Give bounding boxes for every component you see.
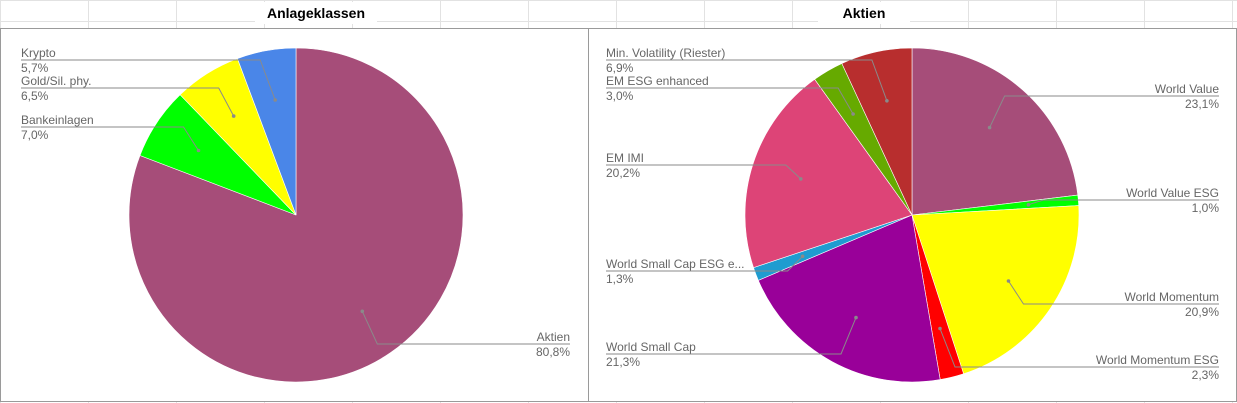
leader-dot-world-small-cap <box>854 315 858 320</box>
slice-value-aktien: 80,8% <box>536 345 570 359</box>
slice-value-em-esg-enhanced: 3,0% <box>606 89 634 103</box>
slice-label-world-value-esg: World Value ESG <box>1126 186 1219 200</box>
slice-value-bankeinlagen: 7,0% <box>21 128 49 142</box>
leader-line-bankeinlagen <box>21 126 199 151</box>
slice-label-gold-sil-phy: Gold/Sil. phy. <box>21 74 91 88</box>
leader-line-min-volatility-riester <box>606 59 888 101</box>
slice-value-world-small-cap-esg-e: 1,3% <box>606 272 634 286</box>
leader-dot-world-small-cap-esg-e <box>800 254 805 259</box>
slice-value-world-value: 23,1% <box>1185 97 1219 111</box>
leader-line-gold-sil-phy <box>21 87 235 117</box>
pie-slice-world-small-cap[interactable] <box>757 214 941 383</box>
leader-dot-bankeinlagen <box>196 148 201 153</box>
leader-line-krypto <box>21 59 276 101</box>
leader-dot-world-momentum-esg <box>938 326 942 331</box>
pie-slice-krypto[interactable] <box>237 47 297 216</box>
slice-label-krypto: Krypto <box>21 46 56 60</box>
slice-value-world-momentum: 20,9% <box>1185 305 1219 319</box>
leader-dot-world-value <box>987 125 992 130</box>
leader-line-em-esg-enhanced <box>606 87 854 115</box>
leader-dot-krypto <box>273 98 278 102</box>
slice-value-world-momentum-esg: 2,3% <box>1192 368 1220 382</box>
leader-dot-world-momentum <box>1006 279 1011 283</box>
leader-line-world-momentum <box>1008 280 1219 305</box>
leader-line-aktien <box>361 311 570 345</box>
leader-line-world-small-cap-esg-e <box>606 255 803 272</box>
slice-value-world-small-cap: 21,3% <box>606 355 640 369</box>
slice-label-em-imi: EM IMI <box>606 151 644 165</box>
chart-title-anlageklassen: Anlageklassen <box>255 2 377 24</box>
slice-value-krypto: 5,7% <box>21 61 49 75</box>
leader-dot-em-imi <box>799 177 803 181</box>
slice-value-em-imi: 20,2% <box>606 166 640 180</box>
chart-title-aktien: Aktien <box>818 2 910 24</box>
slice-label-aktien: Aktien <box>537 330 570 344</box>
slice-value-gold-sil-phy: 6,5% <box>21 89 49 103</box>
slice-value-min-volatility-riester: 6,9% <box>606 61 634 75</box>
slice-label-world-small-cap-esg-e: World Small Cap ESG e... <box>606 257 745 271</box>
slice-label-world-small-cap: World Small Cap <box>606 340 696 354</box>
slice-value-world-value-esg: 1,0% <box>1192 201 1220 215</box>
leader-dot-aktien <box>360 309 365 314</box>
leader-dot-world-value-esg <box>1026 202 1031 207</box>
slice-label-world-value: World Value <box>1155 82 1220 96</box>
leader-dot-gold-sil-phy <box>231 114 236 118</box>
slice-label-bankeinlagen: Bankeinlagen <box>21 113 94 127</box>
leader-dot-em-esg-enhanced <box>851 112 855 116</box>
pie-slice-world-momentum[interactable] <box>911 205 1080 375</box>
pie-slice-em-imi[interactable] <box>744 78 913 268</box>
slice-label-world-momentum: World Momentum <box>1125 290 1219 304</box>
leader-line-world-value <box>989 95 1219 128</box>
leader-line-world-momentum-esg <box>939 328 1219 368</box>
pie-slice-world-value[interactable] <box>911 47 1079 216</box>
pie-slice-min-volatility-riester[interactable] <box>841 47 913 216</box>
leader-line-world-small-cap <box>606 317 857 355</box>
slice-label-min-volatility-riester: Min. Volatility (Riester) <box>606 46 725 60</box>
leader-line-em-imi <box>606 164 802 180</box>
leader-dot-min-volatility-riester <box>885 99 889 103</box>
slice-label-em-esg-enhanced: EM ESG enhanced <box>606 74 709 88</box>
slice-label-world-momentum-esg: World Momentum ESG <box>1096 353 1219 367</box>
leader-line-world-value-esg <box>1028 199 1219 206</box>
